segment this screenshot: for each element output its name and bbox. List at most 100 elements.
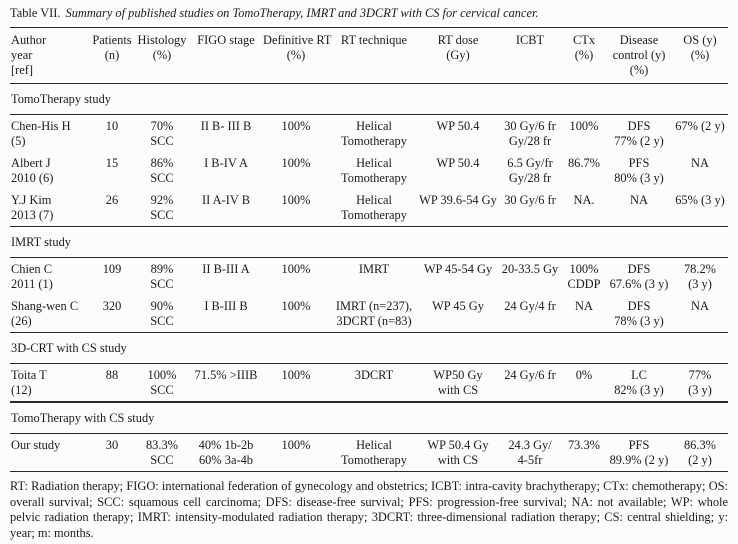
cell-patients: 30 — [90, 433, 134, 472]
cell-os: 78.2% (3 y) — [683, 262, 716, 291]
cell-histology: 83.3% SCC — [134, 433, 190, 472]
cell-figo-stage: II B-III A — [202, 262, 250, 276]
cell-os: 86.3% (2 y) — [672, 433, 728, 472]
cell-ctx: 100% CDDP — [567, 262, 601, 291]
cell-author: Chien C 2011 (1) — [11, 262, 53, 291]
cell-icbt: 30 Gy/6 fr — [498, 189, 562, 227]
cell-patients: 15 — [105, 156, 119, 170]
col-header-disease-control: Disease control (y) (%) — [606, 27, 672, 84]
cell-histology: 92% SCC — [134, 189, 190, 227]
section-heading-imrt: IMRT study — [10, 226, 728, 258]
cell-os: NA — [672, 295, 728, 333]
col-header-definitive-rt: Definitive RT (%) — [262, 27, 331, 84]
study-summary-table: Author year [ref] Patients (n) Histology… — [10, 27, 728, 472]
cell-rt-dose: WP 50.4 Gy with CS — [418, 433, 498, 472]
cell-author: Chen-His H (5) — [11, 119, 71, 148]
cell-disease-control: DFS 77% (2 y) — [614, 119, 664, 148]
cell-rt-dose: WP 45 Gy — [418, 295, 498, 333]
cell-icbt: 24 Gy/4 fr — [498, 295, 562, 333]
cell-icbt: 24 Gy/6 fr — [498, 363, 562, 403]
table-number: Table VII. — [10, 6, 61, 20]
cell-definitive-rt: 100% — [262, 295, 330, 333]
table-row-our-study: Our study 30 83.3% SCC 40% 1b-2b 60% 3a-… — [10, 433, 728, 472]
cell-figo-stage: 71.5% >IIIB — [190, 363, 262, 403]
table-footnote: RT: Radiation therapy; FIGO: internation… — [10, 479, 728, 540]
cell-icbt: 30 Gy/6 fr Gy/28 fr — [504, 119, 556, 148]
cell-disease-control: PFS 89.9% (2 y) — [606, 433, 672, 472]
cell-os: 67% (2 y) — [675, 119, 725, 133]
cell-author: Toita T (12) — [10, 363, 90, 403]
cell-patients: 88 — [90, 363, 134, 403]
col-header-os: OS (y) (%) — [672, 27, 728, 84]
cell-disease-control: LC 82% (3 y) — [606, 363, 672, 403]
cell-patients: 10 — [105, 119, 119, 133]
col-header-histology: Histology (%) — [134, 27, 190, 84]
table-title: Table VII. Summary of published studies o… — [10, 5, 728, 22]
cell-histology: 86% SCC — [150, 156, 174, 185]
cell-author: Albert J 2010 (6) — [11, 156, 54, 185]
cell-definitive-rt: 100% — [281, 262, 311, 276]
table-row-shang-wen: Shang-wen C (26) 320 90% SCC I B-III B 1… — [10, 295, 728, 333]
cell-histology: 90% SCC — [134, 295, 190, 333]
cell-ctx: 0% — [562, 363, 606, 403]
table-caption: Summary of published studies on TomoTher… — [65, 6, 539, 20]
cell-histology: 100% SCC — [134, 363, 190, 403]
cell-definitive-rt: 100% — [262, 433, 330, 472]
cell-disease-control: DFS 78% (3 y) — [606, 295, 672, 333]
cell-patients: 26 — [90, 189, 134, 227]
cell-rt-technique: IMRT — [358, 262, 390, 276]
col-header-figo-stage: FIGO stage — [190, 27, 262, 84]
cell-definitive-rt: 100% — [281, 119, 311, 133]
cell-author: Y.J Kim 2013 (7) — [10, 189, 90, 227]
table-row-yj-kim: Y.J Kim 2013 (7) 26 92% SCC II A-IV B 10… — [10, 189, 728, 227]
section-heading-label: IMRT study — [10, 226, 728, 258]
col-header-ctx: CTx (%) — [562, 27, 606, 84]
cell-figo-stage: I B-IV A — [204, 156, 248, 170]
cell-os: NA — [691, 156, 709, 170]
cell-disease-control: DFS 67.6% (3 y) — [609, 262, 669, 291]
cell-rt-dose: WP 50.4 — [436, 156, 480, 170]
cell-rt-dose: WP 50.4 — [436, 119, 480, 133]
table-row-toita: Toita T (12) 88 100% SCC 71.5% >IIIB 100… — [10, 363, 728, 403]
cell-patients: 109 — [102, 262, 122, 276]
cell-ctx: 86.7% — [567, 156, 600, 170]
col-header-icbt: ICBT — [498, 27, 562, 84]
section-heading-tomotherapy-cs: TomoTherapy with CS study — [10, 401, 728, 434]
table-row-albert: Albert J 2010 (6) 15 86% SCC I B-IV A 10… — [10, 152, 728, 189]
cell-disease-control: NA — [606, 189, 672, 227]
col-header-patients: Patients (n) — [90, 27, 134, 84]
cell-rt-dose: WP 45-54 Gy — [423, 262, 493, 276]
cell-definitive-rt: 100% — [262, 189, 330, 227]
cell-author: Shang-wen C (26) — [10, 295, 90, 333]
table-row-chien: Chien C 2011 (1) 109 89% SCC II B-III A … — [10, 258, 728, 296]
header-row: Author year [ref] Patients (n) Histology… — [10, 27, 728, 84]
cell-icbt: 20-33.5 Gy — [501, 262, 559, 276]
section-heading-label: TomoTherapy with CS study — [10, 401, 728, 434]
section-heading-label: TomoTherapy study — [10, 83, 728, 115]
cell-figo-stage: II A-IV B — [190, 189, 262, 227]
cell-rt-technique: Helical Tomotherapy — [341, 156, 407, 185]
cell-histology: 89% SCC — [150, 262, 174, 291]
section-heading-3dcrt-cs: 3D-CRT with CS study — [10, 332, 728, 364]
cell-definitive-rt: 100% — [281, 156, 311, 170]
cell-disease-control: PFS 80% (3 y) — [614, 156, 664, 185]
col-header-rt-dose: RT dose (Gy) — [418, 27, 498, 84]
cell-ctx: 100% — [569, 119, 599, 133]
cell-definitive-rt: 100% — [262, 363, 330, 403]
cell-icbt: 6.5 Gy/fr Gy/28 fr — [507, 156, 553, 185]
cell-ctx: NA. — [562, 189, 606, 227]
cell-patients: 320 — [90, 295, 134, 333]
col-header-rt-technique: RT technique — [330, 27, 418, 84]
cell-rt-technique: Helical Tomotherapy — [330, 189, 418, 227]
cell-author: Our study — [10, 433, 90, 472]
cell-icbt: 24.3 Gy/ 4-5fr — [498, 433, 562, 472]
cell-figo-stage: II B- III B — [200, 119, 252, 133]
cell-figo-stage: 40% 1b-2b 60% 3a-4b — [190, 433, 262, 472]
cell-os: 77% (3 y) — [672, 363, 728, 403]
cell-ctx: 73.3% — [562, 433, 606, 472]
table-row-chen-his: Chen-His H (5) 10 70% SCC II B- III B 10… — [10, 115, 728, 153]
cell-rt-technique: Helical Tomotherapy — [330, 433, 418, 472]
section-heading-label: 3D-CRT with CS study — [10, 332, 728, 364]
cell-histology: 70% SCC — [150, 119, 174, 148]
cell-rt-technique: Helical Tomotherapy — [341, 119, 407, 148]
